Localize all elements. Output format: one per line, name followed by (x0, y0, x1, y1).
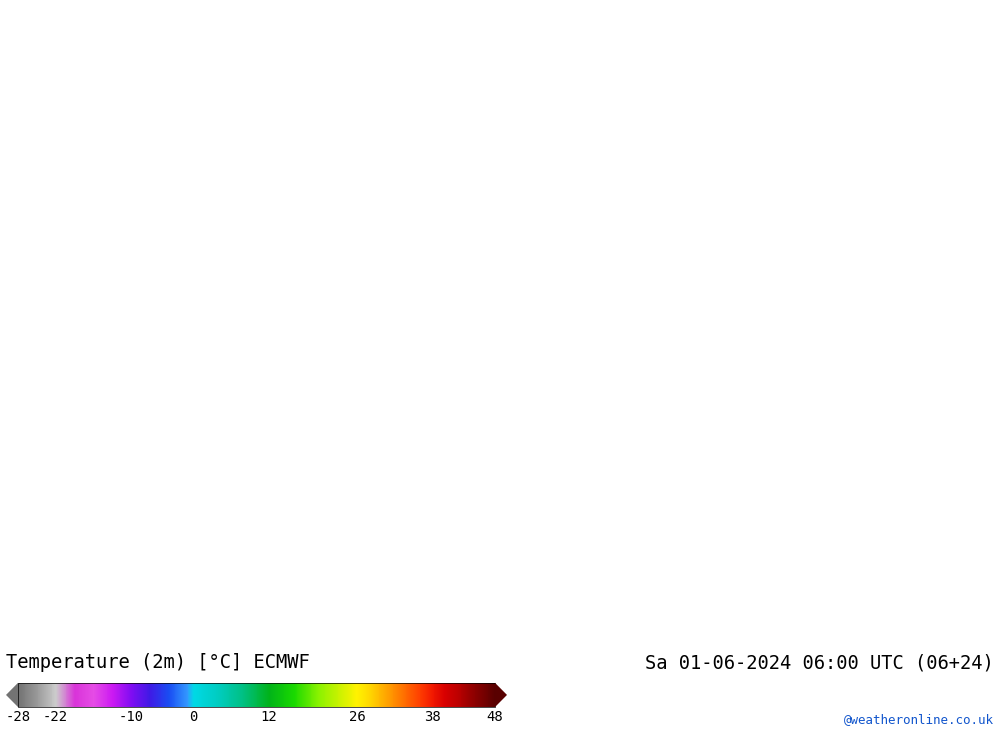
Text: Sa 01-06-2024 06:00 UTC (06+24): Sa 01-06-2024 06:00 UTC (06+24) (645, 653, 994, 672)
Polygon shape (6, 683, 18, 707)
Polygon shape (495, 683, 507, 707)
Text: -28: -28 (5, 710, 31, 724)
Text: Temperature (2m) [°C] ECMWF: Temperature (2m) [°C] ECMWF (6, 653, 310, 672)
Text: 26: 26 (349, 710, 365, 724)
Text: 38: 38 (424, 710, 441, 724)
Text: 12: 12 (261, 710, 277, 724)
Text: 0: 0 (190, 710, 198, 724)
Text: @weatheronline.co.uk: @weatheronline.co.uk (844, 713, 994, 726)
Text: -10: -10 (118, 710, 144, 724)
Bar (18, 683, 495, 707)
Text: -22: -22 (43, 710, 68, 724)
Text: 48: 48 (487, 710, 503, 724)
